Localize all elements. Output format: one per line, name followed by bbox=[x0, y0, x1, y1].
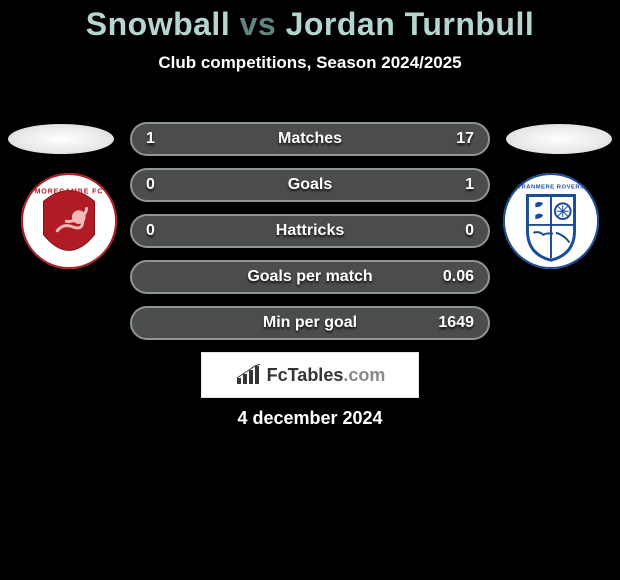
club-crest-right: TRANMERE ROVERS bbox=[502, 172, 600, 270]
stat-right-value: 17 bbox=[424, 130, 474, 148]
stat-row-goals: 0 Goals 1 bbox=[130, 168, 490, 202]
crest-left-text: MORECAMBE FC bbox=[35, 189, 104, 196]
player1-name: Snowball bbox=[86, 6, 230, 42]
morecambe-crest-icon: MORECAMBE FC bbox=[20, 172, 118, 270]
attribution-domain: .com bbox=[343, 365, 385, 385]
comparison-card: Snowball vs Jordan Turnbull Club competi… bbox=[0, 0, 620, 440]
subtitle: Club competitions, Season 2024/2025 bbox=[0, 53, 620, 73]
page-title: Snowball vs Jordan Turnbull bbox=[0, 0, 620, 43]
right-ellipse bbox=[506, 124, 612, 154]
stat-left-value: 1 bbox=[146, 130, 176, 148]
stat-row-goals-per-match: Goals per match 0.06 bbox=[130, 260, 490, 294]
stat-row-hattricks: 0 Hattricks 0 bbox=[130, 214, 490, 248]
stat-right-value: 0.06 bbox=[424, 268, 474, 286]
title-vs: vs bbox=[240, 6, 277, 42]
stat-label: Goals per match bbox=[247, 268, 372, 286]
stat-label: Hattricks bbox=[276, 222, 344, 240]
attribution-brand: FcTables bbox=[267, 365, 344, 385]
stat-label: Matches bbox=[278, 130, 342, 148]
date-text: 4 december 2024 bbox=[0, 408, 620, 429]
player2-name: Jordan Turnbull bbox=[286, 6, 535, 42]
tranmere-crest-icon: TRANMERE ROVERS bbox=[502, 172, 600, 270]
crest-right-text: TRANMERE ROVERS bbox=[517, 185, 584, 191]
stat-label: Goals bbox=[288, 176, 332, 194]
left-ellipse bbox=[8, 124, 114, 154]
club-crest-left: MORECAMBE FC bbox=[20, 172, 118, 270]
stat-row-matches: 1 Matches 17 bbox=[130, 122, 490, 156]
stat-left-value: 0 bbox=[146, 222, 176, 240]
stat-left-value: 0 bbox=[146, 176, 176, 194]
stat-right-value: 0 bbox=[424, 222, 474, 240]
stat-right-value: 1 bbox=[424, 176, 474, 194]
stat-label: Min per goal bbox=[263, 314, 357, 332]
stat-right-value: 1649 bbox=[424, 314, 474, 332]
stat-row-min-per-goal: Min per goal 1649 bbox=[130, 306, 490, 340]
bar-chart-icon bbox=[235, 364, 261, 386]
attribution-badge[interactable]: FcTables.com bbox=[201, 352, 419, 398]
attribution-text: FcTables.com bbox=[267, 365, 386, 386]
stats-list: 1 Matches 17 0 Goals 1 0 Hattricks 0 Goa… bbox=[130, 122, 490, 340]
